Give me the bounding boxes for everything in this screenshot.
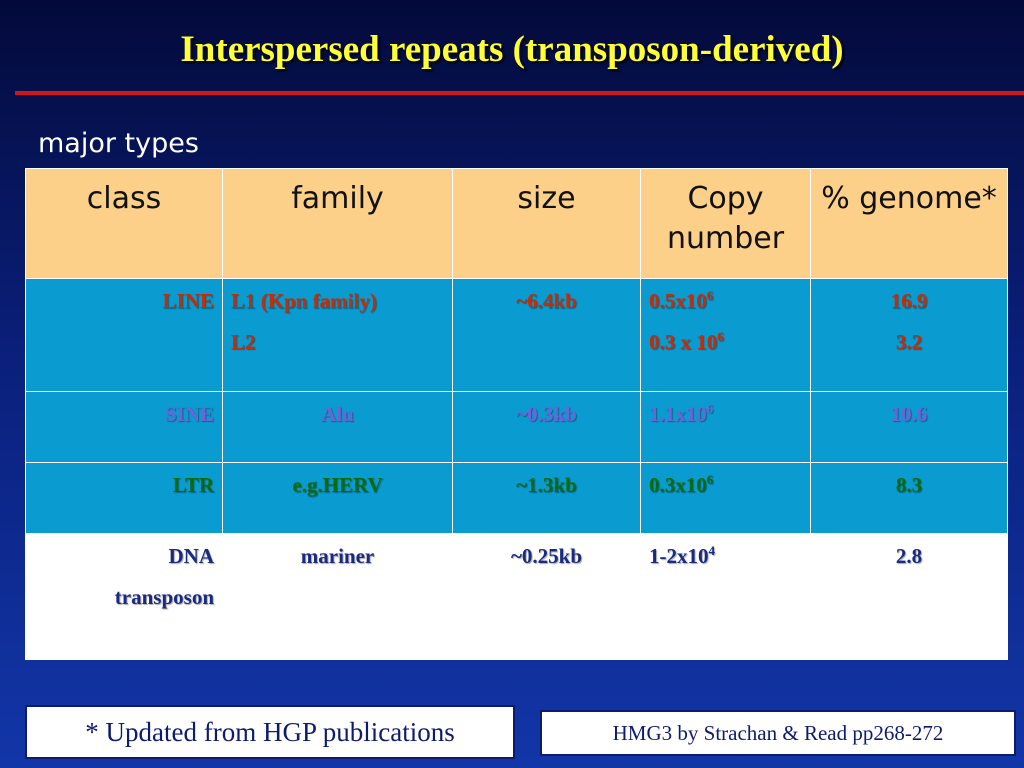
copy-number: 0.3x106 <box>649 465 802 506</box>
copy-exponent: 6 <box>706 401 714 416</box>
family-cell: L1 (Kpn family) L2 <box>222 278 453 392</box>
family-text: e.g.HERV <box>292 473 383 497</box>
copy-cell: 1.1x106 <box>640 391 811 463</box>
copy-cell: 1-2x104 <box>640 533 811 660</box>
genome-cell: 8.3 <box>810 462 1008 534</box>
class-cell: DNA transposon <box>25 533 223 660</box>
family-text: mariner <box>300 544 375 568</box>
genome-cell: 16.9 3.2 <box>810 278 1008 392</box>
genome-percent: 2.8 <box>895 544 923 568</box>
genome-cell: 10.6 <box>810 391 1008 463</box>
size-cell: ~6.4kb <box>452 278 641 392</box>
size-text: ~0.25kb <box>510 544 583 568</box>
copy-base: 1-2x10 <box>649 544 709 568</box>
header-cell: % genome* <box>810 168 1008 279</box>
family-cell: mariner <box>222 533 453 660</box>
genome-percent: 8.3 <box>895 473 923 497</box>
class-cell: LTR <box>25 462 223 534</box>
copy-base: 0.3x10 <box>649 473 707 497</box>
header-cell: size <box>452 168 641 279</box>
class-cell: LINE <box>25 278 223 392</box>
size-cell: ~1.3kb <box>452 462 641 534</box>
footnote: * Updated from HGP publications <box>25 705 515 759</box>
class-text: LTR <box>172 473 214 497</box>
copy-exponent: 6 <box>706 472 714 487</box>
class-cell: SINE <box>25 391 223 463</box>
table-row: LTR e.g.HERV ~1.3kb 0.3x106 8.3 <box>25 462 1008 534</box>
class-text: LINE <box>162 289 214 313</box>
table-row: SINE Alu ~0.3kb 1.1x106 10.6 <box>25 391 1008 463</box>
family-text: L1 (Kpn family) <box>231 289 377 313</box>
table-row: LINE L1 (Kpn family) L2 ~6.4kb 0.5x106 0.3 x … <box>25 278 1008 392</box>
copy-number: 1-2x104 <box>649 536 802 577</box>
copy-base: 0.3 x 10 <box>649 330 718 354</box>
family-cell: e.g.HERV <box>222 462 453 534</box>
size-cell: ~0.25kb <box>452 533 641 660</box>
copy-cell: 0.5x106 0.3 x 106 <box>640 278 811 392</box>
slide-title: Interspersed repeats (transposon-derived… <box>180 29 844 70</box>
copy-base: 1.1x10 <box>649 402 707 426</box>
copy-exponent: 6 <box>717 329 724 344</box>
table-body: LINE L1 (Kpn family) L2 ~6.4kb 0.5x106 0.3 x … <box>25 278 1008 660</box>
size-text: ~0.3kb <box>516 402 577 426</box>
class-text: SINE <box>164 402 214 426</box>
header-cell: family <box>222 168 453 279</box>
header-cell: class <box>25 168 223 279</box>
genome-percent: 10.6 <box>890 402 928 426</box>
copy-exponent: 6 <box>706 288 714 303</box>
genome-percent: 3.2 <box>895 330 923 354</box>
copy-cell: 0.3x106 <box>640 462 811 534</box>
table-row: DNA transposon mariner ~0.25kb 1-2x104 2.8 <box>25 533 1008 660</box>
genome-percent: 16.9 <box>890 289 928 313</box>
copy-number: 0.5x106 <box>649 281 802 322</box>
reference: HMG3 by Strachan & Read pp268-272 <box>540 710 1016 756</box>
size-cell: ~0.3kb <box>452 391 641 463</box>
repeats-table: class family size Copy number% genome* LINE… <box>25 168 1008 660</box>
subtitle: major types <box>38 128 199 159</box>
class-text: DNA transposon <box>114 544 214 609</box>
copy-number: 1.1x106 <box>649 394 802 435</box>
family-text: Alu <box>321 402 354 426</box>
size-text: ~6.4kb <box>516 289 577 313</box>
copy-number: 0.3 x 106 <box>649 322 802 363</box>
header-row: class family size Copy number% genome* <box>25 168 1008 279</box>
family-cell: Alu <box>222 391 453 463</box>
copy-base: 0.5x10 <box>649 289 707 313</box>
size-text: ~1.3kb <box>516 473 577 497</box>
family-text: L2 <box>231 330 256 354</box>
header-cell: Copy number <box>640 168 811 279</box>
genome-cell: 2.8 <box>810 533 1008 660</box>
title-rule <box>15 91 1024 95</box>
copy-exponent: 4 <box>708 543 716 558</box>
